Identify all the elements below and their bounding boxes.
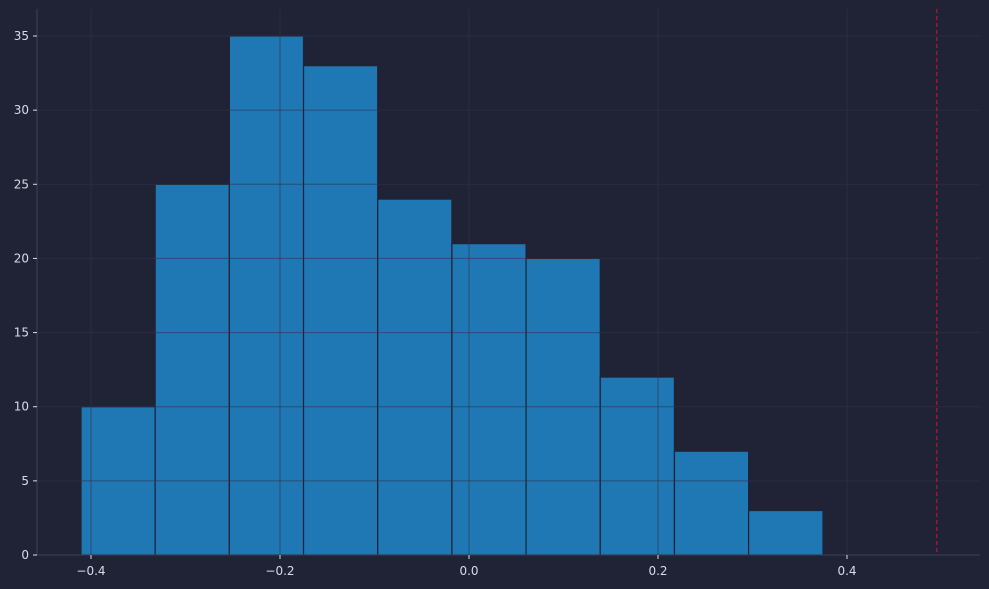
x-tick-label: 0.0 <box>459 564 478 578</box>
y-axis-ticks: 0 5 10 15 20 25 30 35 <box>14 29 37 562</box>
x-tick-label: 0.4 <box>837 564 856 578</box>
histogram-bar <box>451 243 527 556</box>
histogram-bar <box>377 198 453 556</box>
x-tick-label: 0.2 <box>648 564 667 578</box>
bars <box>80 35 824 556</box>
spines <box>36 9 980 556</box>
histogram-bar <box>154 183 230 556</box>
histogram-bar <box>302 65 379 556</box>
histogram-bar <box>748 509 824 556</box>
y-tick-label: 5 <box>21 474 29 488</box>
x-tick-label: −0.4 <box>76 564 105 578</box>
x-tick-label: −0.2 <box>265 564 294 578</box>
x-axis-ticks: −0.4 −0.2 0.0 0.2 0.4 <box>76 555 857 578</box>
histogram-bar <box>228 35 305 556</box>
y-tick-label: 25 <box>14 177 29 191</box>
histogram-bar <box>673 450 750 556</box>
histogram-bar <box>599 376 676 556</box>
y-tick-label: 35 <box>14 29 29 43</box>
y-tick-label: 30 <box>14 103 29 117</box>
y-tick-label: 0 <box>21 548 29 562</box>
y-tick-label: 15 <box>14 326 29 340</box>
y-tick-label: 10 <box>14 400 29 414</box>
y-tick-label: 20 <box>14 251 29 265</box>
